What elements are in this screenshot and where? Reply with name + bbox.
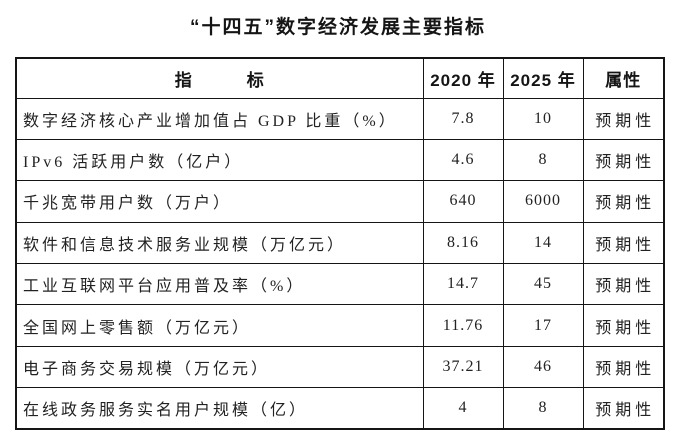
value-2025-cell: 6000 xyxy=(502,180,584,223)
indicator-cell: 工业互联网平台应用普及率（%） xyxy=(15,262,424,306)
indicator-cell: IPv6 活跃用户数（亿户） xyxy=(15,138,424,182)
header-2025: 2025 年 xyxy=(502,57,584,99)
indicator-cell: 全国网上零售额（万亿元） xyxy=(15,304,424,347)
indicator-cell: 在线政务服务实名用户规模（亿） xyxy=(15,387,424,430)
value-2025-cell: 45 xyxy=(502,262,584,306)
page-title: “十四五”数字经济发展主要指标 xyxy=(189,17,486,38)
value-2025-cell: 17 xyxy=(502,304,584,347)
attribute-cell: 预期性 xyxy=(582,304,665,347)
attribute-cell: 预期性 xyxy=(582,180,665,223)
attribute-cell: 预期性 xyxy=(582,262,665,306)
value-2020-cell: 11.76 xyxy=(422,304,504,347)
value-2020-cell: 14.7 xyxy=(422,262,504,306)
value-2020-cell: 640 xyxy=(422,180,504,223)
value-2025-cell: 14 xyxy=(502,221,584,265)
table-row: 软件和信息技术服务业规模（万亿元） 8.16 14 预期性 xyxy=(15,221,665,265)
indicator-cell: 电子商务交易规模（万亿元） xyxy=(15,345,424,389)
value-2020-cell: 7.8 xyxy=(422,97,504,140)
header-2020: 2020 年 xyxy=(422,57,504,99)
table-row: 工业互联网平台应用普及率（%） 14.7 45 预期性 xyxy=(15,262,665,306)
value-2025-cell: 8 xyxy=(502,138,584,182)
table-row: 数字经济核心产业增加值占 GDP 比重（%） 7.8 10 预期性 xyxy=(15,97,665,140)
table-header-row: 指 标 2020 年 2025 年 属性 xyxy=(15,57,665,99)
header-indicator: 指 标 xyxy=(15,57,424,99)
table-row: 千兆宽带用户数（万户） 640 6000 预期性 xyxy=(15,180,665,223)
value-2025-cell: 46 xyxy=(502,345,584,389)
attribute-cell: 预期性 xyxy=(582,345,665,389)
indicator-cell: 数字经济核心产业增加值占 GDP 比重（%） xyxy=(15,97,424,140)
value-2020-cell: 4.6 xyxy=(422,138,504,182)
attribute-cell: 预期性 xyxy=(582,221,665,265)
attribute-cell: 预期性 xyxy=(582,97,665,140)
table-row: IPv6 活跃用户数（亿户） 4.6 8 预期性 xyxy=(15,138,665,182)
indicator-cell: 软件和信息技术服务业规模（万亿元） xyxy=(15,221,424,265)
value-2020-cell: 4 xyxy=(422,387,504,430)
value-2020-cell: 8.16 xyxy=(422,221,504,265)
indicators-table: 指 标 2020 年 2025 年 属性 数字经济核心产业增加值占 GDP 比重… xyxy=(15,57,665,430)
value-2025-cell: 10 xyxy=(502,97,584,140)
value-2025-cell: 8 xyxy=(502,387,584,430)
attribute-cell: 预期性 xyxy=(582,138,665,182)
table-row: 电子商务交易规模（万亿元） 37.21 46 预期性 xyxy=(15,345,665,389)
value-2020-cell: 37.21 xyxy=(422,345,504,389)
table-row: 全国网上零售额（万亿元） 11.76 17 预期性 xyxy=(15,304,665,347)
header-attribute: 属性 xyxy=(582,57,665,99)
table-row: 在线政务服务实名用户规模（亿） 4 8 预期性 xyxy=(15,387,665,430)
attribute-cell: 预期性 xyxy=(582,387,665,430)
indicator-cell: 千兆宽带用户数（万户） xyxy=(15,180,424,223)
